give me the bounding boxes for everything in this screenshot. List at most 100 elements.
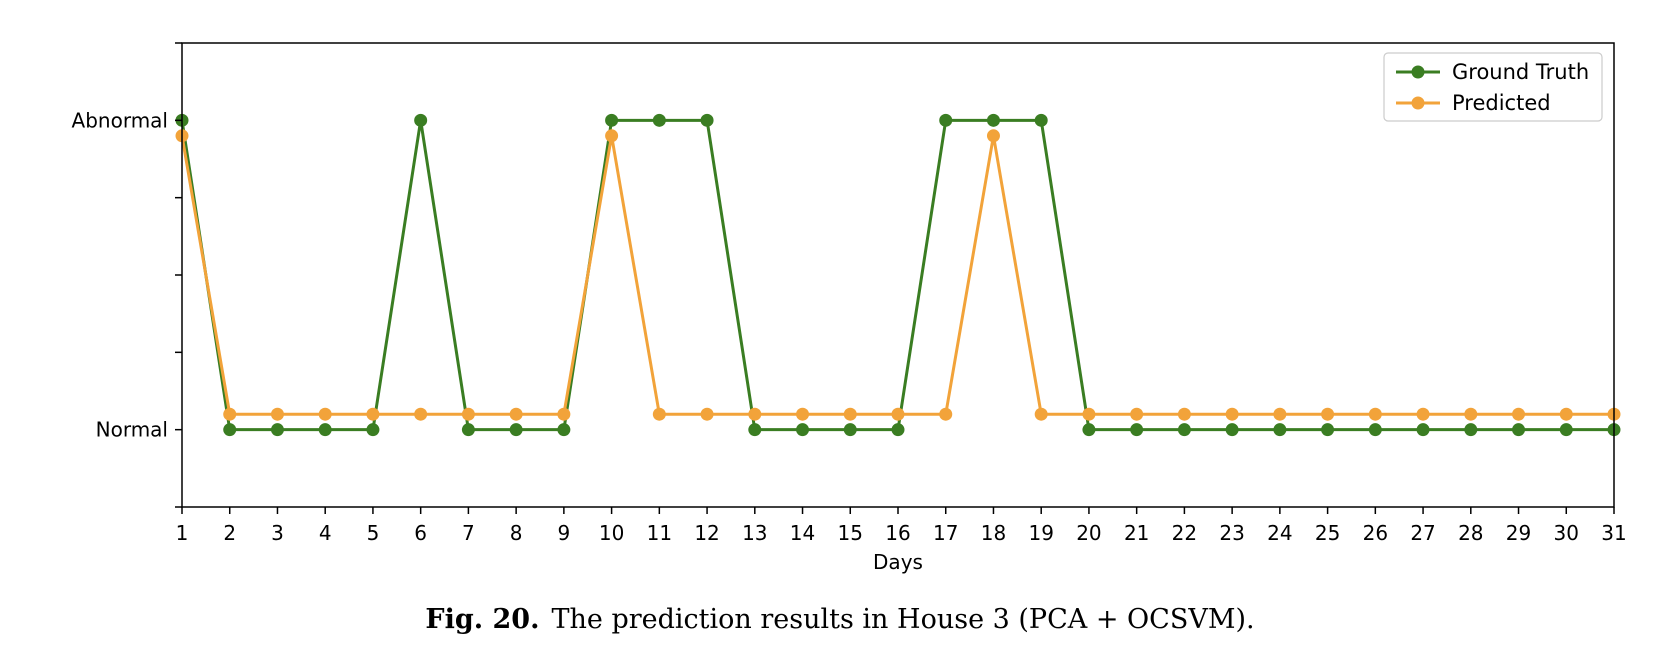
data-point-1-17 [939, 407, 953, 421]
data-point-1-7 [461, 407, 475, 421]
data-point-0-30 [1559, 423, 1573, 437]
x-tick-label-15: 15 [838, 521, 863, 545]
x-tick-label-10: 10 [599, 521, 624, 545]
x-tick-label-9: 9 [557, 521, 570, 545]
data-point-0-13 [748, 423, 762, 437]
x-tick-label-13: 13 [742, 521, 767, 545]
y-tick-label-abnormal: Abnormal [72, 108, 168, 132]
x-axis-label: Days [873, 550, 923, 574]
figure-label: Fig. 20. [425, 604, 540, 635]
legend-label-1: Predicted [1452, 91, 1551, 115]
data-point-1-28 [1464, 407, 1478, 421]
x-tick-label-31: 31 [1601, 521, 1626, 545]
x-tick-label-24: 24 [1267, 521, 1292, 545]
y-tick-label-normal: Normal [96, 418, 168, 442]
x-tick-label-4: 4 [319, 521, 332, 545]
axes: 1 2 3 4 5 6 7 8 9 10 11 12 13 14 15 16 17 18 19 20 21 22 23 24 2… [72, 42, 1627, 574]
data-point-0-14 [796, 423, 810, 437]
data-point-1-20 [1082, 407, 1096, 421]
data-point-1-27 [1416, 407, 1430, 421]
x-tick-label-26: 26 [1363, 521, 1388, 545]
data-point-1-22 [1177, 407, 1191, 421]
data-point-1-15 [843, 407, 857, 421]
data-point-0-12 [700, 113, 714, 127]
data-point-0-9 [557, 423, 571, 437]
data-point-0-27 [1416, 423, 1430, 437]
data-point-0-18 [986, 113, 1000, 127]
x-tick-label-8: 8 [510, 521, 523, 545]
x-tick-label-27: 27 [1410, 521, 1435, 545]
data-point-1-2 [223, 407, 237, 421]
x-tick-label-5: 5 [367, 521, 380, 545]
data-point-0-28 [1464, 423, 1478, 437]
data-point-1-25 [1321, 407, 1335, 421]
data-point-0-24 [1273, 423, 1287, 437]
x-tick-label-7: 7 [462, 521, 475, 545]
data-point-1-23 [1225, 407, 1239, 421]
data-point-1-8 [509, 407, 523, 421]
data-point-1-9 [557, 407, 571, 421]
x-tick-label-29: 29 [1506, 521, 1531, 545]
data-point-1-11 [652, 407, 666, 421]
data-point-0-29 [1512, 423, 1526, 437]
x-tick-label-2: 2 [223, 521, 236, 545]
x-tick-label-18: 18 [981, 521, 1006, 545]
x-tick-label-30: 30 [1554, 521, 1579, 545]
x-tick-label-20: 20 [1076, 521, 1101, 545]
plot-area [175, 113, 1621, 437]
data-point-0-26 [1368, 423, 1382, 437]
data-point-1-4 [318, 407, 332, 421]
x-tick-label-1: 1 [176, 521, 189, 545]
x-tick-label-21: 21 [1124, 521, 1149, 545]
data-point-1-19 [1034, 407, 1048, 421]
data-point-0-20 [1082, 423, 1096, 437]
data-point-0-15 [843, 423, 857, 437]
x-tick-label-22: 22 [1172, 521, 1197, 545]
data-point-1-12 [700, 407, 714, 421]
data-point-1-24 [1273, 407, 1287, 421]
caption-text: The prediction results in House 3 (PCA +… [551, 604, 1255, 635]
data-point-1-16 [891, 407, 905, 421]
x-tick-label-12: 12 [694, 521, 719, 545]
x-tick-label-14: 14 [790, 521, 815, 545]
data-point-0-3 [270, 423, 284, 437]
legend: Ground Truth Predicted [1383, 52, 1603, 122]
data-point-1-21 [1130, 407, 1144, 421]
x-tick-label-25: 25 [1315, 521, 1340, 545]
x-tick-label-6: 6 [414, 521, 427, 545]
x-tick-label-17: 17 [933, 521, 958, 545]
data-point-0-23 [1225, 423, 1239, 437]
data-point-0-6 [414, 113, 428, 127]
data-point-0-16 [891, 423, 905, 437]
x-tick-label-28: 28 [1458, 521, 1483, 545]
data-point-1-3 [270, 407, 284, 421]
x-tick-label-16: 16 [885, 521, 910, 545]
x-tick-label-3: 3 [271, 521, 284, 545]
x-tick-label-11: 11 [647, 521, 672, 545]
legend-marker-1 [1411, 96, 1425, 110]
data-point-1-14 [796, 407, 810, 421]
data-point-0-5 [366, 423, 380, 437]
data-point-0-7 [461, 423, 475, 437]
data-point-0-4 [318, 423, 332, 437]
x-tick-label-23: 23 [1219, 521, 1244, 545]
line-chart: 1 2 3 4 5 6 7 8 9 10 11 12 13 14 15 16 17 18 19 20 21 22 23 24 2… [72, 42, 1627, 574]
legend-label-0: Ground Truth [1452, 60, 1589, 84]
data-point-1-18 [986, 129, 1000, 143]
data-point-0-19 [1034, 113, 1048, 127]
data-point-1-6 [414, 407, 428, 421]
legend-marker-0 [1411, 65, 1425, 79]
data-point-0-8 [509, 423, 523, 437]
data-point-0-22 [1177, 423, 1191, 437]
figure-caption: Fig. 20. The prediction results in House … [0, 604, 1680, 635]
data-point-1-13 [748, 407, 762, 421]
x-tick-label-19: 19 [1028, 521, 1053, 545]
data-point-1-10 [605, 129, 619, 143]
data-point-0-2 [223, 423, 237, 437]
data-point-1-5 [366, 407, 380, 421]
data-point-0-17 [939, 113, 953, 127]
data-point-0-21 [1130, 423, 1144, 437]
data-point-1-26 [1368, 407, 1382, 421]
data-point-1-30 [1559, 407, 1573, 421]
series-line-0 [180, 118, 1614, 432]
